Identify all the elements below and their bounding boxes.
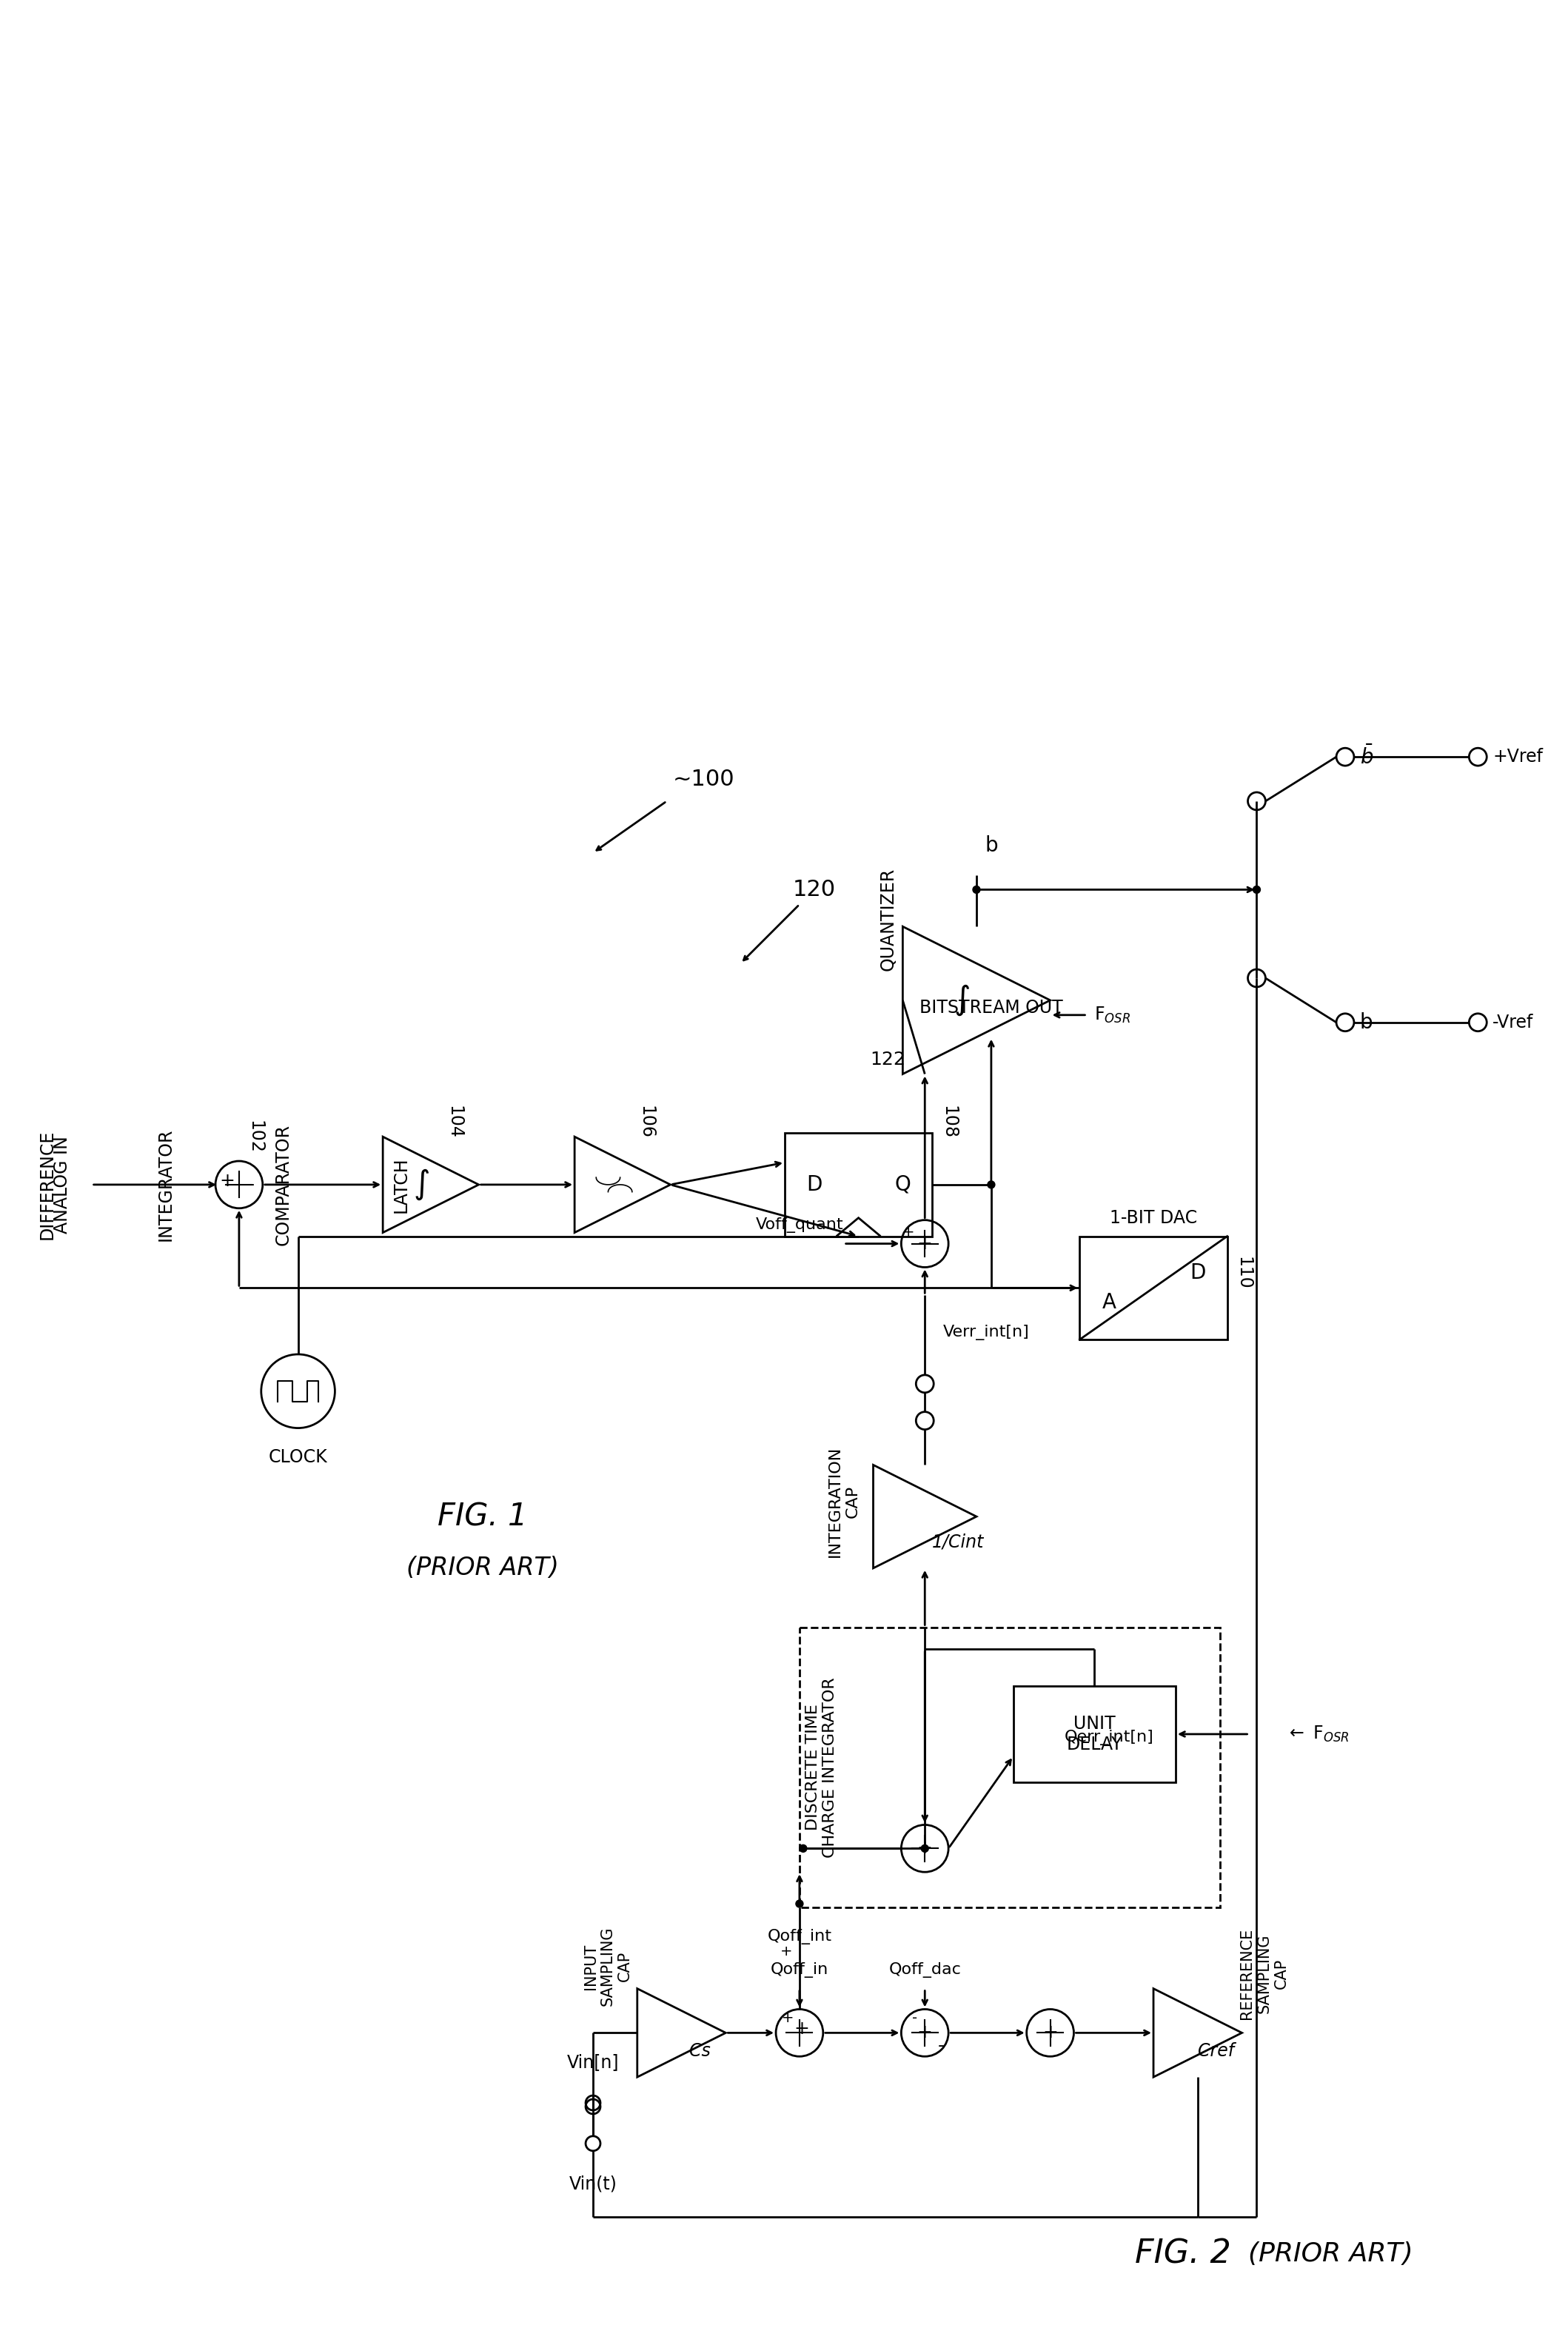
Text: +Vref: +Vref (1493, 747, 1543, 766)
Circle shape (972, 887, 980, 894)
Text: +: + (781, 1944, 792, 1958)
Text: Vin[n]: Vin[n] (568, 2053, 619, 2072)
Text: Vin(t): Vin(t) (569, 2174, 618, 2193)
Text: 1-BIT DAC: 1-BIT DAC (1110, 1208, 1196, 1227)
Text: +: + (917, 1234, 933, 1252)
Text: Qoff_int: Qoff_int (767, 1930, 831, 1944)
Text: Qerr_int[n]: Qerr_int[n] (1065, 1730, 1154, 1746)
Text: DISCRETE TIME
CHARGE INTEGRATOR: DISCRETE TIME CHARGE INTEGRATOR (806, 1676, 837, 1858)
Text: ~100: ~100 (673, 768, 734, 789)
Text: Cref: Cref (1198, 2042, 1234, 2060)
Bar (1080, 1236, 1228, 1339)
Text: A: A (1102, 1292, 1116, 1313)
Circle shape (920, 1844, 928, 1853)
Text: -Vref: -Vref (1493, 1013, 1534, 1031)
Text: 106: 106 (637, 1106, 655, 1138)
Text: Voff_quant: Voff_quant (756, 1218, 844, 1234)
Text: +: + (917, 2023, 933, 2042)
Text: INTEGRATION
CAP: INTEGRATION CAP (828, 1446, 859, 1557)
Text: $\int$: $\int$ (412, 1166, 430, 1201)
Bar (800, 1627, 1220, 1907)
Circle shape (797, 1900, 803, 1907)
Text: -: - (938, 2037, 944, 2056)
Text: 102: 102 (246, 1120, 263, 1152)
Text: Cs: Cs (690, 2042, 710, 2060)
Text: CLOCK: CLOCK (268, 1448, 328, 1467)
Bar (1013, 1685, 1176, 1781)
Text: DIFFERENCE: DIFFERENCE (39, 1129, 56, 1238)
Text: $\int$: $\int$ (953, 982, 971, 1017)
Text: (PRIOR ART): (PRIOR ART) (1248, 2242, 1413, 2267)
Text: +: + (903, 1225, 914, 1238)
Text: +: + (793, 2021, 809, 2037)
Text: D: D (806, 1173, 822, 1194)
Text: D: D (1190, 1262, 1206, 1283)
Text: UNIT
DELAY: UNIT DELAY (1066, 1716, 1123, 1753)
Text: +: + (917, 1839, 933, 1858)
Text: 104: 104 (445, 1106, 463, 1138)
Text: COMPARATOR: COMPARATOR (274, 1124, 292, 1245)
Text: 110: 110 (1234, 1257, 1253, 1290)
Text: (PRIOR ART): (PRIOR ART) (406, 1555, 558, 1581)
Text: -: - (248, 1176, 254, 1194)
Text: +: + (220, 1171, 235, 1190)
Text: 108: 108 (939, 1106, 958, 1138)
Text: Qoff_dac: Qoff_dac (889, 1963, 961, 1979)
Bar (784, 1134, 933, 1236)
Text: -: - (913, 2011, 917, 2025)
Text: +: + (781, 2011, 793, 2025)
Text: F$_{OSR}$: F$_{OSR}$ (1094, 1006, 1131, 1024)
Text: 1/Cint: 1/Cint (931, 1534, 985, 1550)
Text: INPUT
SAMPLING
CAP: INPUT SAMPLING CAP (583, 1928, 632, 2007)
Text: Q: Q (895, 1173, 911, 1194)
Circle shape (988, 1180, 996, 1187)
Text: FIG. 1: FIG. 1 (437, 1502, 527, 1532)
Text: INTEGRATOR: INTEGRATOR (157, 1129, 174, 1241)
Text: FIG. 2: FIG. 2 (1135, 2237, 1231, 2270)
Text: 122: 122 (870, 1050, 906, 1069)
Text: +: + (1043, 2023, 1058, 2042)
Text: $\leftarrow$ F$_{OSR}$: $\leftarrow$ F$_{OSR}$ (1286, 1725, 1350, 1744)
Text: b: b (985, 836, 997, 857)
Text: 120: 120 (793, 880, 836, 901)
Text: Verr_int[n]: Verr_int[n] (944, 1325, 1030, 1341)
Text: BITSTREAM OUT: BITSTREAM OUT (919, 999, 1063, 1017)
Text: b: b (1359, 1013, 1374, 1034)
Text: REFERENCE
SAMPLING
CAP: REFERENCE SAMPLING CAP (1239, 1928, 1289, 2018)
Text: LATCH: LATCH (392, 1157, 411, 1213)
Circle shape (800, 1844, 808, 1853)
Text: $\bar{b}$: $\bar{b}$ (1359, 745, 1374, 768)
Text: ANALOG IN: ANALOG IN (53, 1136, 71, 1234)
Circle shape (1253, 887, 1261, 894)
Text: QUANTIZER: QUANTIZER (880, 868, 897, 971)
Text: Qoff_in: Qoff_in (770, 1963, 828, 1979)
